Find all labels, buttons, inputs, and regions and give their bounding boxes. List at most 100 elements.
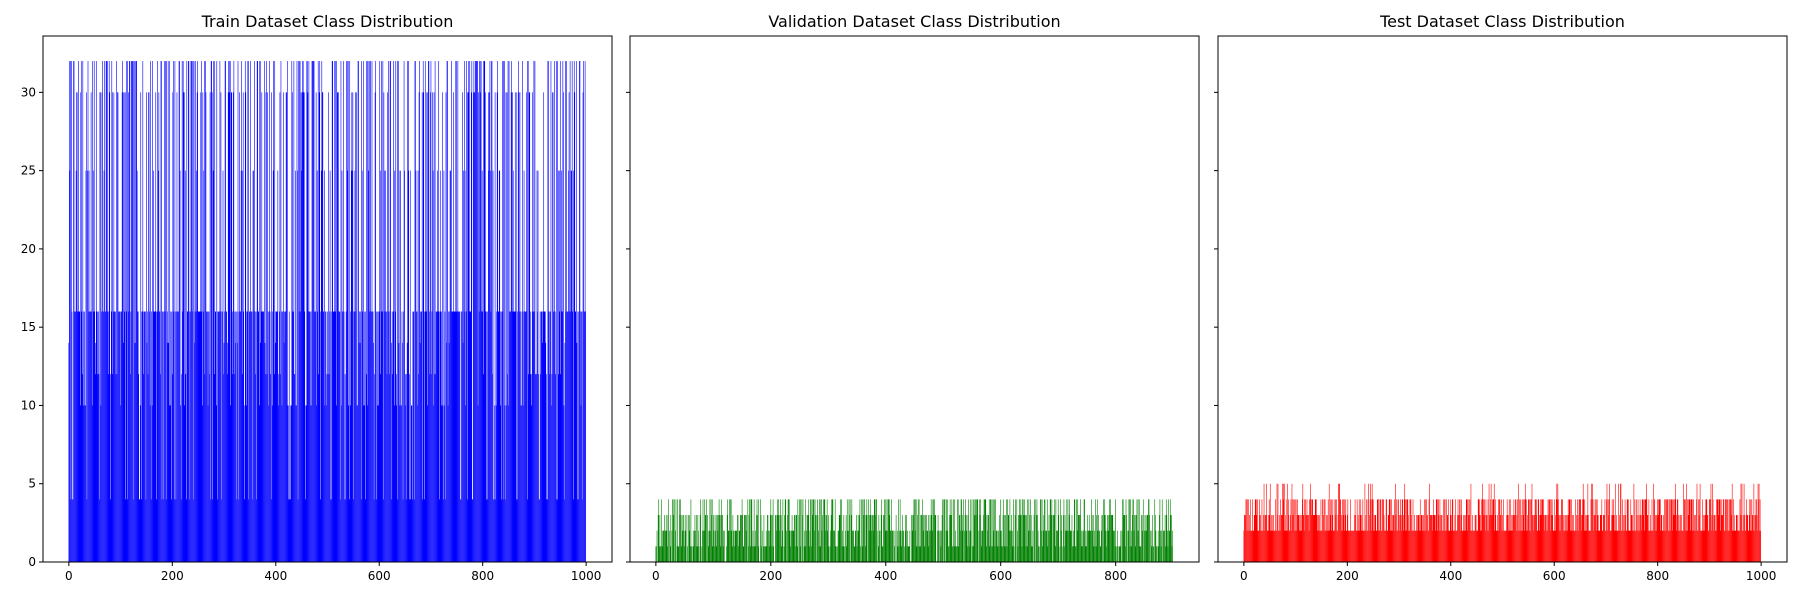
bar bbox=[819, 499, 820, 562]
bar bbox=[216, 61, 218, 563]
bar bbox=[1639, 530, 1640, 562]
bar bbox=[1549, 499, 1551, 562]
bar bbox=[898, 546, 900, 562]
bar bbox=[1034, 499, 1036, 562]
bar bbox=[254, 311, 256, 562]
bar bbox=[849, 515, 850, 562]
bar bbox=[1520, 499, 1521, 562]
bar bbox=[959, 515, 960, 562]
bar bbox=[567, 311, 569, 562]
bar bbox=[1538, 499, 1540, 562]
bar bbox=[362, 311, 363, 562]
bar bbox=[266, 374, 268, 562]
bar bbox=[1264, 530, 1265, 562]
bar bbox=[855, 530, 857, 562]
bar bbox=[853, 530, 854, 562]
bar bbox=[272, 405, 273, 562]
bar bbox=[188, 61, 189, 563]
bar bbox=[761, 546, 762, 562]
bar bbox=[350, 170, 352, 562]
bar bbox=[1700, 530, 1701, 562]
bar bbox=[1416, 530, 1418, 562]
bar bbox=[451, 61, 452, 563]
bar bbox=[508, 61, 510, 563]
bar bbox=[819, 546, 821, 562]
bar bbox=[1463, 530, 1465, 562]
bar bbox=[1706, 499, 1707, 562]
bar bbox=[1531, 499, 1532, 562]
bar bbox=[662, 530, 664, 562]
bar bbox=[437, 170, 438, 562]
bar bbox=[464, 61, 465, 563]
bar bbox=[190, 311, 191, 562]
bar bbox=[138, 499, 140, 562]
bar bbox=[1117, 546, 1119, 562]
bar bbox=[1128, 530, 1129, 562]
bar bbox=[417, 405, 418, 562]
bar bbox=[729, 499, 730, 562]
bar bbox=[1407, 499, 1409, 562]
bar bbox=[509, 311, 511, 562]
bar bbox=[1619, 515, 1620, 562]
bar bbox=[1257, 499, 1258, 562]
bar bbox=[1273, 530, 1275, 562]
bar bbox=[847, 530, 849, 562]
bar bbox=[213, 61, 214, 563]
bar bbox=[176, 311, 177, 562]
bar bbox=[297, 499, 299, 562]
bar bbox=[1001, 546, 1003, 562]
bar bbox=[415, 170, 417, 562]
bar bbox=[806, 515, 808, 562]
bar bbox=[1754, 530, 1755, 562]
bar bbox=[1245, 499, 1247, 562]
bar bbox=[1629, 530, 1631, 562]
bar bbox=[1728, 530, 1730, 562]
bar bbox=[1055, 546, 1056, 562]
bar bbox=[810, 499, 812, 562]
bar bbox=[1490, 483, 1492, 562]
bar bbox=[1643, 499, 1645, 562]
bar bbox=[812, 515, 814, 562]
bar bbox=[1468, 499, 1470, 562]
bar bbox=[1511, 515, 1513, 562]
bar bbox=[1303, 515, 1305, 562]
bar bbox=[740, 515, 742, 562]
bar bbox=[1038, 546, 1040, 562]
bar bbox=[1034, 499, 1035, 562]
bar bbox=[1398, 515, 1400, 562]
bar bbox=[939, 530, 941, 562]
bar bbox=[1628, 530, 1630, 562]
bar bbox=[957, 499, 958, 562]
bar bbox=[1256, 515, 1258, 562]
bar bbox=[492, 170, 494, 562]
bar bbox=[698, 530, 699, 562]
bar bbox=[1032, 546, 1033, 562]
bar bbox=[483, 61, 485, 563]
bar bbox=[967, 515, 969, 562]
bar bbox=[1391, 530, 1393, 562]
bar bbox=[803, 546, 805, 562]
bar bbox=[1657, 499, 1658, 562]
bar bbox=[1027, 499, 1029, 562]
bar bbox=[526, 499, 528, 562]
bar bbox=[106, 311, 108, 562]
bar bbox=[1046, 530, 1047, 562]
bar bbox=[314, 311, 316, 562]
bar bbox=[1301, 515, 1303, 562]
bar bbox=[449, 311, 450, 562]
bar bbox=[1426, 499, 1427, 562]
bar bbox=[749, 499, 751, 562]
bar bbox=[384, 311, 386, 562]
bar bbox=[1698, 499, 1699, 562]
bar bbox=[1745, 515, 1747, 562]
bar bbox=[669, 546, 671, 562]
bar bbox=[1548, 515, 1549, 562]
bar bbox=[153, 311, 155, 562]
bar bbox=[303, 92, 305, 563]
bar bbox=[485, 311, 487, 562]
bar bbox=[1251, 530, 1252, 562]
bar bbox=[1148, 499, 1149, 562]
bar bbox=[82, 61, 84, 563]
bar bbox=[183, 92, 185, 563]
bar bbox=[1736, 515, 1738, 562]
